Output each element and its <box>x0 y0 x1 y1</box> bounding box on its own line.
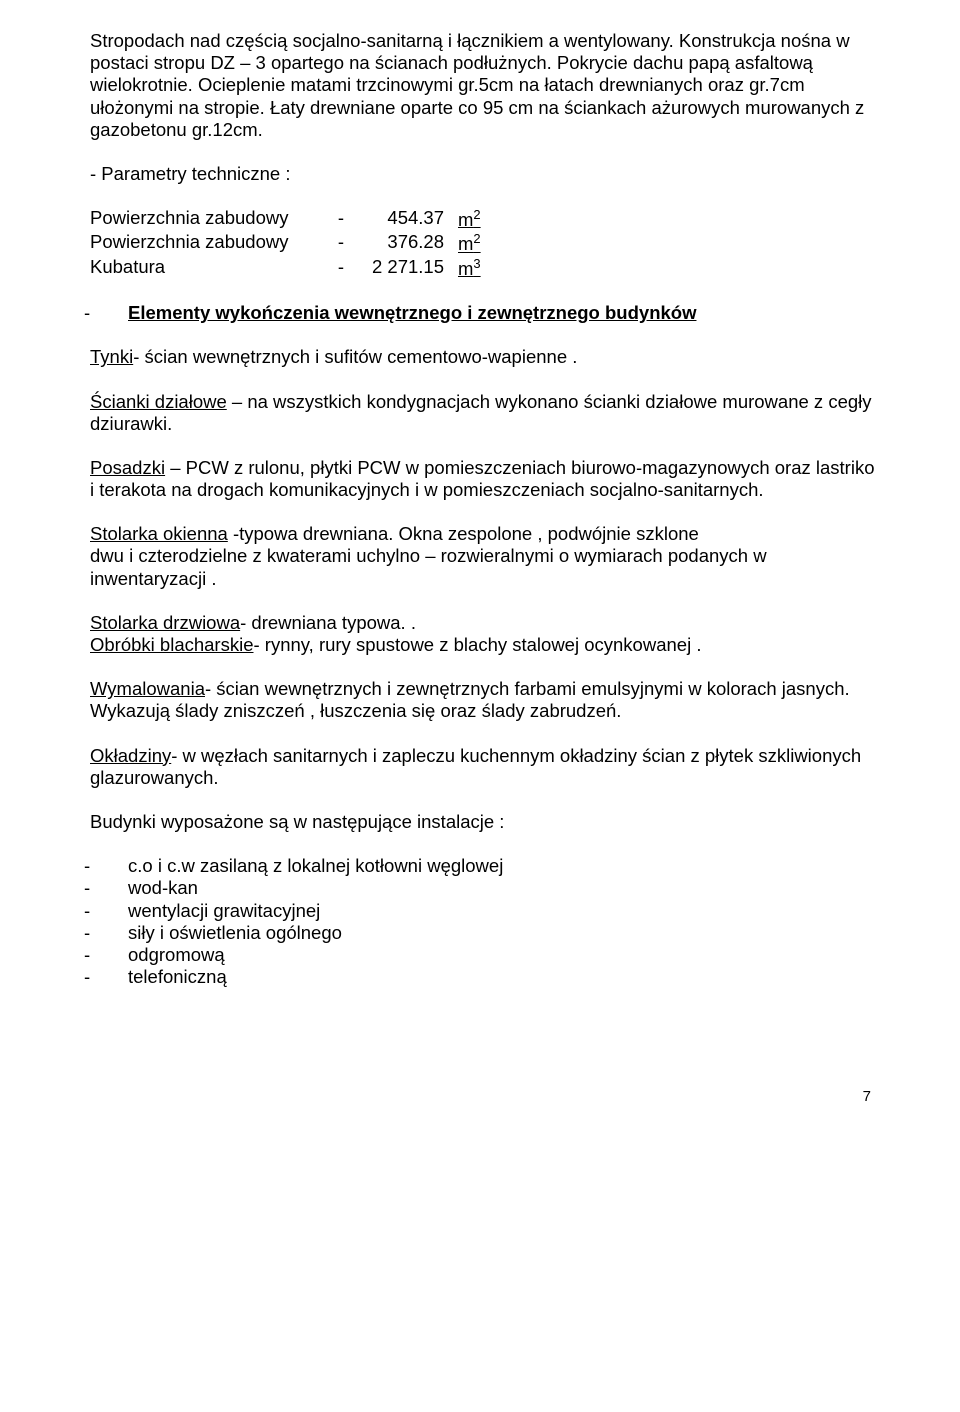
paragraph-tynki: Tynki- ścian wewnętrznych i sufitów ceme… <box>90 346 875 368</box>
list-item: -c.o i c.w zasilaną z lokalnej kotłowni … <box>90 855 875 877</box>
section-heading: -Elementy wykończenia wewnętrznego i zew… <box>90 302 875 324</box>
posadzki-text: – PCW z rulonu, płytki PCW w pomieszczen… <box>90 457 875 500</box>
scianki-underline: Ścianki działowe <box>90 391 227 412</box>
drzwiowa-text: - drewniana typowa. . <box>240 612 416 633</box>
paragraph-okladziny: Okładziny- w węzłach sanitarnych i zaple… <box>90 745 875 789</box>
table-row: Powierzchnia zabudowy - 454.37 m2 <box>90 207 481 231</box>
paragraph-budynki: Budynki wyposażone są w następujące inst… <box>90 811 875 833</box>
oklad-underline: Okładziny <box>90 745 171 766</box>
list-item: -wentylacji grawitacyjnej <box>90 900 875 922</box>
paragraph-okienna: Stolarka okienna -typowa drewniana. Okna… <box>90 523 875 590</box>
paragraph-obrobki: Obróbki blacharskie- rynny, rury spustow… <box>90 634 875 656</box>
param-name: Powierzchnia zabudowy <box>90 207 330 231</box>
wymal-underline: Wymalowania <box>90 678 205 699</box>
obrobki-text: - rynny, rury spustowe z blachy stalowej… <box>254 634 702 655</box>
section-dash: - <box>106 302 128 324</box>
okienna-underline: Stolarka okienna <box>90 523 228 544</box>
tynki-underline: Tynki <box>90 346 133 367</box>
paragraph-posadzki: Posadzki – PCW z rulonu, płytki PCW w po… <box>90 457 875 501</box>
tynki-text: - ścian wewnętrznych i sufitów cementowo… <box>133 346 577 367</box>
okienna-text-1: -typowa drewniana. Okna zespolone , podw… <box>228 523 699 544</box>
paragraph-intro: Stropodach nad częścią socjalno-sanitarn… <box>90 30 875 141</box>
param-unit: m2 <box>458 207 481 231</box>
parameters-heading: - Parametry techniczne : <box>90 163 875 185</box>
param-unit: m3 <box>458 256 481 280</box>
paragraph-wymalowania: Wymalowania- ścian wewnętrznych i zewnęt… <box>90 678 875 722</box>
drzwiowa-underline: Stolarka drzwiowa <box>90 612 240 633</box>
installation-list: -c.o i c.w zasilaną z lokalnej kotłowni … <box>90 855 875 988</box>
table-row: Kubatura - 2 271.15 m3 <box>90 256 481 280</box>
param-dash: - <box>330 231 352 255</box>
param-dash: - <box>330 207 352 231</box>
param-value: 2 271.15 <box>352 256 458 280</box>
obrobki-underline: Obróbki blacharskie <box>90 634 254 655</box>
paragraph-drzwiowa: Stolarka drzwiowa- drewniana typowa. . <box>90 612 875 634</box>
posadzki-underline: Posadzki <box>90 457 165 478</box>
list-item: -siły i oświetlenia ogólnego <box>90 922 875 944</box>
param-value: 454.37 <box>352 207 458 231</box>
list-item: -telefoniczną <box>90 966 875 988</box>
list-item: -wod-kan <box>90 877 875 899</box>
section-title: Elementy wykończenia wewnętrznego i zewn… <box>128 302 696 323</box>
param-name: Kubatura <box>90 256 330 280</box>
param-unit: m2 <box>458 231 481 255</box>
param-name: Powierzchnia zabudowy <box>90 231 330 255</box>
parameters-table: Powierzchnia zabudowy - 454.37 m2 Powier… <box>90 207 481 280</box>
paragraph-scianki: Ścianki działowe – na wszystkich kondygn… <box>90 391 875 435</box>
okienna-text-2: dwu i czterodzielne z kwaterami uchylno … <box>90 545 767 588</box>
page-number: 7 <box>90 1088 875 1106</box>
param-value: 376.28 <box>352 231 458 255</box>
list-item: -odgromową <box>90 944 875 966</box>
param-dash: - <box>330 256 352 280</box>
table-row: Powierzchnia zabudowy - 376.28 m2 <box>90 231 481 255</box>
oklad-text: - w węzłach sanitarnych i zapleczu kuche… <box>90 745 861 788</box>
